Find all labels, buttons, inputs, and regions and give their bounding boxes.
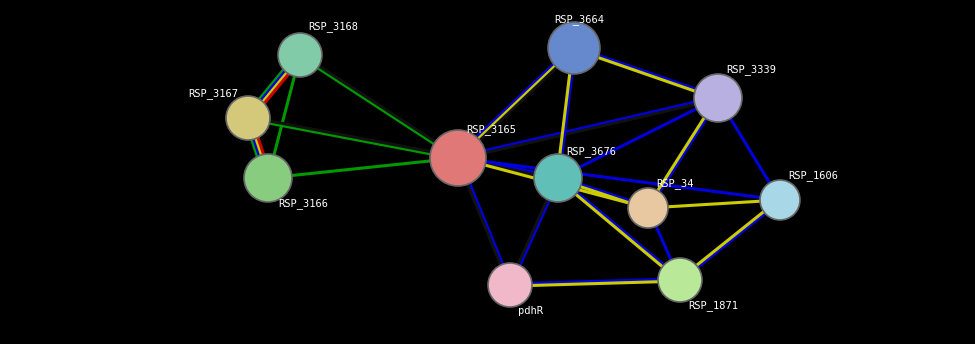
Text: RSP_1871: RSP_1871 xyxy=(688,301,738,311)
Circle shape xyxy=(760,180,800,220)
Circle shape xyxy=(658,258,702,302)
Text: RSP_3167: RSP_3167 xyxy=(188,88,238,99)
Circle shape xyxy=(548,22,600,74)
Circle shape xyxy=(244,154,292,202)
Text: RSP_3166: RSP_3166 xyxy=(278,198,328,209)
Text: RSP_3165: RSP_3165 xyxy=(466,125,516,136)
Text: pdhR: pdhR xyxy=(518,306,543,316)
Text: RSP_1606: RSP_1606 xyxy=(788,171,838,181)
Circle shape xyxy=(278,33,322,77)
Circle shape xyxy=(694,74,742,122)
Circle shape xyxy=(488,263,532,307)
Circle shape xyxy=(628,188,668,228)
Text: RSP_34: RSP_34 xyxy=(656,179,693,190)
Text: RSP_3168: RSP_3168 xyxy=(308,22,358,32)
Text: RSP_3676: RSP_3676 xyxy=(566,147,616,158)
Text: RSP_3664: RSP_3664 xyxy=(554,14,604,25)
Circle shape xyxy=(534,154,582,202)
Circle shape xyxy=(430,130,486,186)
Circle shape xyxy=(226,96,270,140)
Text: RSP_3339: RSP_3339 xyxy=(726,65,776,75)
